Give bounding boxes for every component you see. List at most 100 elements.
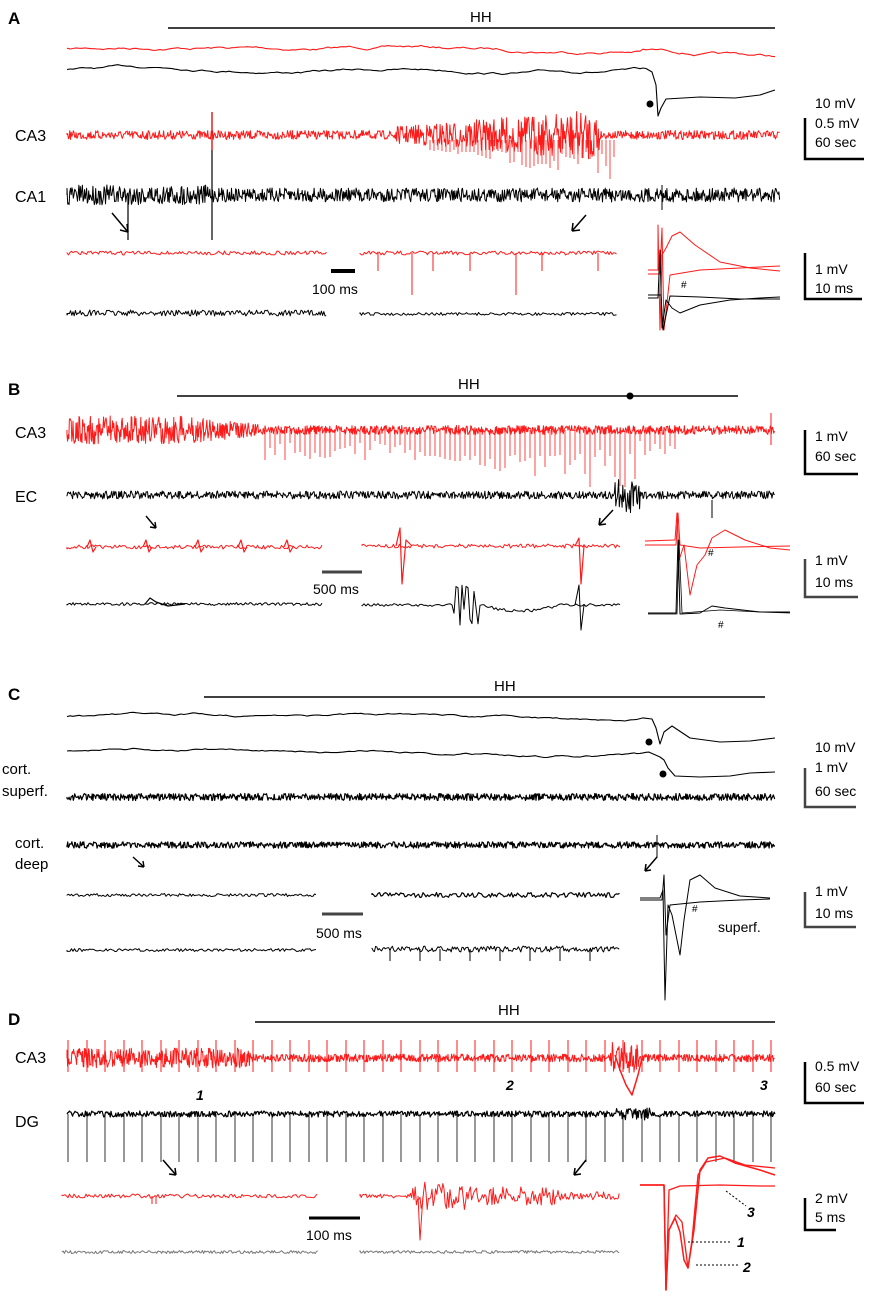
arrow-icon	[571, 214, 587, 232]
panel-letter: C	[8, 685, 20, 704]
hh-label: HH	[498, 1002, 520, 1019]
overlay-black-1	[648, 539, 790, 615]
ca1-trace	[66, 184, 781, 206]
time-scale-label: 500 ms	[316, 925, 362, 941]
inset-trace	[66, 948, 317, 952]
scale-label: 10 mV	[815, 95, 856, 111]
event-number: 3	[760, 1077, 768, 1093]
inset-trace-red	[66, 544, 323, 550]
inset-spike	[151, 1196, 157, 1204]
ca3-spike-train	[264, 430, 676, 487]
inset-trace-red	[359, 250, 617, 256]
overlay-red-1	[648, 224, 781, 331]
inset-trace	[371, 945, 620, 953]
overlay-trace-2	[640, 874, 771, 936]
scale-label: 0.5 mV	[815, 1058, 860, 1074]
hh-label: HH	[458, 376, 480, 393]
time-scale-label: 500 ms	[313, 581, 359, 597]
ec-trace	[66, 479, 775, 514]
scale-bar	[803, 559, 858, 599]
channel-label: cort.	[2, 761, 31, 778]
intracellular-trace-red	[66, 44, 776, 58]
inset-trace-black	[359, 312, 617, 316]
scale-bar	[803, 1062, 864, 1105]
dg-trace	[66, 1107, 776, 1121]
inset-spike	[411, 253, 517, 295]
overlay-trace-1	[640, 874, 771, 1001]
overlay-2	[640, 1157, 776, 1291]
panel-d: D HH CA3 DG 1 2 3 0.5 mV 60 sec 100 ms 3…	[8, 1002, 864, 1291]
scale-label: 10 ms	[815, 280, 853, 296]
inset-spike	[194, 539, 205, 553]
trough-marker	[645, 738, 653, 746]
scale-label: 1 mV	[815, 261, 848, 277]
inset-trace-grey	[359, 1250, 620, 1254]
scale-bar	[803, 768, 856, 809]
hh-label: HH	[494, 678, 516, 695]
overlay-number: 1	[737, 1234, 745, 1250]
channel-label: DG	[15, 1114, 39, 1131]
channel-label: superf.	[2, 783, 48, 800]
ca3-trace	[66, 1042, 775, 1073]
inset-spike	[574, 537, 585, 585]
superf-label: superf.	[718, 919, 761, 935]
scale-label: 60 sec	[815, 448, 856, 464]
hash-marker: #	[718, 620, 724, 631]
ca3-spike-burst	[429, 140, 615, 179]
channel-label: cort.	[15, 835, 44, 852]
panel-letter: B	[8, 380, 20, 399]
inset-trace-black	[66, 309, 327, 317]
event-number: 1	[196, 1087, 204, 1103]
leader-line	[725, 1190, 747, 1207]
inset-spike	[283, 539, 294, 553]
scale-label: 1 mV	[815, 428, 848, 444]
overlay-number: 2	[742, 1259, 751, 1275]
trace-group	[66, 711, 776, 1001]
scale-label: 5 ms	[815, 1209, 845, 1225]
time-scale-label: 100 ms	[312, 281, 358, 297]
inset-spike	[417, 1195, 424, 1241]
scale-label: 10 ms	[815, 905, 853, 921]
hash-marker: #	[692, 904, 698, 915]
arrow-icon	[132, 856, 145, 868]
trough-marker	[659, 770, 667, 778]
scale-label: 1 mV	[815, 552, 848, 568]
inset-trace-red	[61, 1193, 318, 1199]
panel-a: A HH CA3 CA1 10 mV 0.5 mV 60 sec 100 ms …	[8, 9, 864, 331]
overlay-3	[640, 1184, 775, 1291]
ca3-event	[614, 1054, 643, 1096]
hash-marker: #	[681, 280, 687, 291]
channel-label: CA3	[15, 425, 46, 442]
channel-label: CA1	[15, 189, 46, 206]
scale-label: 1 mV	[815, 759, 848, 775]
inset-trace-red	[359, 1181, 620, 1210]
overlay-black-2	[648, 539, 791, 615]
overlay-black-1	[648, 249, 781, 329]
panel-letter: D	[8, 1010, 20, 1029]
trace-group	[66, 44, 781, 331]
intracellular-trace-2	[66, 747, 776, 778]
scale-label: 10 ms	[815, 574, 853, 590]
inset-spike	[86, 539, 97, 553]
inset-spike	[574, 584, 585, 631]
arrow-icon	[573, 1159, 587, 1176]
panel-c: C HH cort. superf. cort. deep 10 mV 1 mV…	[2, 678, 856, 1001]
intracellular-trace-1	[66, 711, 776, 745]
channel-label: CA3	[15, 1050, 46, 1067]
scale-label: 2 mV	[815, 1190, 848, 1206]
scale-label: 1 mV	[815, 883, 848, 899]
ca3-trace	[66, 415, 775, 445]
inset-spike	[142, 539, 153, 553]
overlay-number: 3	[747, 1204, 755, 1220]
arrow-icon	[598, 509, 614, 526]
scale-bar	[803, 118, 864, 161]
scale-bar	[803, 1198, 836, 1232]
deep-trace	[66, 841, 776, 849]
stim-artifact-red	[67, 1040, 772, 1072]
overlay-1	[640, 1155, 776, 1291]
trace-group	[61, 1040, 776, 1291]
overlay-red-2	[645, 512, 791, 549]
scale-label: 60 sec	[815, 1079, 856, 1095]
arrow-icon	[111, 212, 129, 233]
